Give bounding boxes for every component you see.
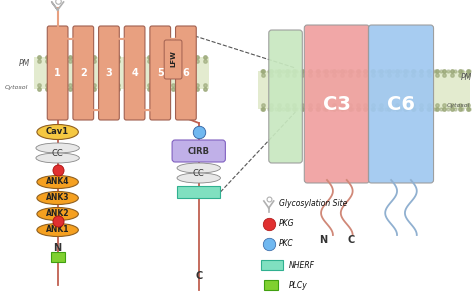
Text: ANK1: ANK1 [46, 226, 69, 235]
FancyBboxPatch shape [124, 26, 145, 120]
FancyBboxPatch shape [164, 40, 182, 79]
Text: CC: CC [193, 169, 205, 178]
Text: PKG: PKG [279, 220, 294, 229]
Ellipse shape [37, 208, 78, 220]
FancyBboxPatch shape [175, 26, 196, 120]
Text: ANK2: ANK2 [46, 209, 69, 218]
Ellipse shape [37, 176, 78, 188]
Text: 2: 2 [80, 68, 87, 78]
FancyBboxPatch shape [73, 26, 94, 120]
FancyBboxPatch shape [47, 26, 68, 120]
Bar [34, 57, 209, 89]
Text: PM: PM [19, 58, 30, 68]
Bar [261, 260, 283, 270]
Text: ANK4: ANK4 [46, 178, 69, 187]
Text: PKC: PKC [279, 239, 293, 248]
Text: 3: 3 [106, 68, 112, 78]
Text: ANK3: ANK3 [46, 194, 69, 202]
Text: C: C [195, 271, 202, 281]
Text: C3: C3 [323, 94, 351, 113]
Text: LFW: LFW [170, 51, 176, 68]
Text: NHERF: NHERF [289, 260, 315, 269]
Text: Cytosol: Cytosol [447, 103, 470, 109]
FancyBboxPatch shape [150, 26, 171, 120]
Text: 6: 6 [182, 68, 189, 78]
Text: C6: C6 [387, 94, 415, 113]
Text: 1: 1 [54, 68, 61, 78]
Bar [258, 71, 470, 109]
FancyBboxPatch shape [368, 25, 434, 183]
Ellipse shape [37, 124, 78, 140]
Text: CC: CC [52, 148, 64, 158]
Text: N: N [54, 243, 62, 253]
Text: Cav1: Cav1 [46, 128, 69, 136]
Text: CIRB: CIRB [188, 146, 210, 155]
FancyBboxPatch shape [172, 140, 225, 162]
Ellipse shape [37, 224, 78, 236]
Text: Glycosylation Site: Glycosylation Site [279, 200, 347, 208]
Bar [177, 186, 220, 198]
Text: 4: 4 [131, 68, 138, 78]
Ellipse shape [177, 173, 220, 183]
Text: PM: PM [461, 74, 472, 82]
FancyBboxPatch shape [99, 26, 119, 120]
Bar [264, 280, 278, 290]
Ellipse shape [177, 163, 220, 173]
Text: C: C [347, 235, 354, 245]
Ellipse shape [36, 153, 79, 163]
Text: N: N [319, 235, 327, 245]
Ellipse shape [36, 143, 79, 153]
Bar [51, 252, 64, 262]
Text: PLCy: PLCy [289, 280, 307, 290]
Ellipse shape [37, 191, 78, 205]
Text: 5: 5 [157, 68, 164, 78]
Text: Cytosol: Cytosol [5, 85, 28, 89]
FancyBboxPatch shape [269, 30, 302, 163]
FancyBboxPatch shape [304, 25, 369, 183]
